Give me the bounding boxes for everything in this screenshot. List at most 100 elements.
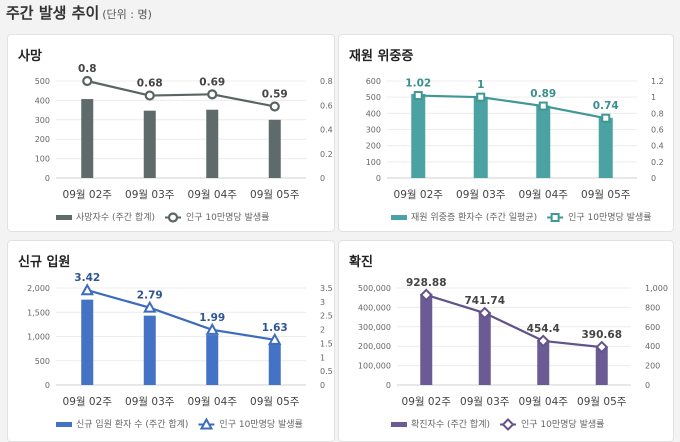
left-axis-tick: 500,000 — [358, 284, 391, 293]
right-axis-tick: 1.5 — [320, 339, 333, 348]
right-axis-tick: 400 — [645, 342, 660, 351]
left-axis-tick: 500 — [366, 93, 381, 102]
right-axis-tick: 3 — [320, 298, 325, 307]
right-axis-tick: 0.6 — [651, 126, 664, 135]
page-title: 주간 발생 추이 — [6, 4, 100, 22]
left-axis-tick: 1,000 — [27, 333, 50, 342]
line-marker — [167, 212, 179, 223]
left-axis-tick: 300,000 — [358, 323, 391, 332]
category-label: 09월 03주 — [456, 189, 506, 201]
legend-bar-label: 확진자수 (주간 합계) — [411, 418, 490, 430]
right-axis-tick: 0 — [320, 174, 325, 183]
chart-svg: 0 100 200 300 400 500 0 0.2 0.4 0.6 0.8 09월 02주 09월 … — [35, 63, 333, 223]
chart-svg: 0 100 200 300 400 500 600 0 0.2 0.4 0.6 0.8 1 1.2 09월 … — [366, 77, 664, 223]
category-label: 09월 05주 — [250, 189, 300, 201]
legend-bar-label: 재원 위중증 환자수 (주간 일평균) — [411, 211, 537, 223]
left-axis-tick: 100 — [35, 155, 50, 164]
left-axis-tick: 600 — [366, 77, 381, 86]
right-axis-tick: 0.4 — [651, 142, 664, 151]
bar — [473, 96, 488, 178]
data-label: 2.79 — [137, 290, 163, 302]
category-label: 09월 04주 — [188, 396, 238, 408]
line-marker — [207, 89, 218, 100]
line-marker — [538, 101, 548, 111]
line-marker — [478, 306, 492, 320]
category-label: 09월 04주 — [519, 189, 569, 201]
line-marker — [536, 334, 550, 348]
category-label: 09월 02주 — [394, 189, 444, 201]
chart-title: 사망 — [18, 49, 42, 64]
category-label: 09월 05주 — [581, 189, 631, 201]
right-axis-tick: 2 — [320, 326, 325, 335]
left-axis-tick: 400,000 — [358, 303, 391, 312]
left-axis-tick: 200 — [366, 142, 381, 151]
left-axis-tick: 100 — [366, 158, 381, 167]
unit-note: (단위 : 명) — [102, 8, 152, 21]
right-axis-tick: 0.5 — [320, 367, 333, 376]
legend-line-label: 인구 10만명당 발생률 — [186, 212, 269, 223]
bar — [420, 293, 433, 385]
data-label: 0.89 — [530, 88, 556, 100]
data-label: 1.99 — [199, 312, 225, 324]
legend-bar-label: 사망자수 (주간 합계) — [76, 211, 155, 223]
left-axis-tick: 400 — [35, 96, 50, 105]
right-axis-tick: 2.5 — [320, 312, 333, 321]
line-marker — [143, 300, 157, 313]
left-axis-tick: 500 — [35, 77, 50, 86]
left-axis-tick: 2,000 — [27, 284, 50, 293]
chart-svg: 0 100,000 200,000 300,000 400,000 500,000 0 200… — [358, 277, 668, 431]
bar — [536, 105, 551, 178]
bar — [206, 335, 219, 385]
legend-bar-swatch — [391, 215, 407, 220]
category-label: 09월 02주 — [402, 396, 452, 408]
left-axis-tick: 500 — [35, 357, 50, 366]
data-label: 1 — [477, 79, 484, 91]
line-marker — [501, 418, 515, 431]
category-label: 09월 02주 — [63, 189, 113, 201]
left-axis-tick: 200 — [35, 135, 50, 144]
left-axis-tick: 400 — [366, 109, 381, 118]
right-axis-tick: 0 — [651, 174, 656, 183]
data-label: 1.63 — [262, 322, 288, 334]
category-label: 09월 05주 — [250, 396, 300, 408]
right-axis-tick: 0.8 — [651, 109, 664, 118]
legend-bar-swatch — [391, 422, 407, 427]
right-axis-tick: 200 — [645, 362, 660, 371]
line-marker — [199, 417, 214, 430]
line-marker — [413, 91, 423, 101]
line-marker — [144, 90, 155, 101]
line-marker — [205, 322, 219, 335]
right-axis-tick: 0.8 — [320, 77, 333, 86]
chart-title: 확진 — [349, 255, 373, 270]
bar — [537, 339, 550, 385]
rate-line — [86, 289, 275, 341]
right-axis-tick: 1.2 — [651, 77, 664, 86]
line-marker — [476, 92, 486, 102]
left-axis-tick: 1,500 — [27, 308, 50, 317]
bar — [143, 110, 156, 178]
left-axis-tick: 0 — [45, 174, 50, 183]
category-label: 09월 03주 — [125, 189, 175, 201]
bar — [206, 109, 219, 178]
chart-panel-deaths: 사망 0 100 200 300 400 500 0 0.2 0.4 0.6 0.8 09월 02주 09… — [7, 34, 335, 232]
data-label: 0.8 — [78, 63, 97, 75]
data-label: 0.68 — [137, 78, 163, 90]
data-label: 454.4 — [527, 323, 560, 335]
category-label: 09월 04주 — [519, 396, 569, 408]
data-label: 0.69 — [199, 76, 225, 88]
right-axis-tick: 1,000 — [645, 284, 668, 293]
legend-bar-label: 신규 입원 환자 수 (주간 합계) — [76, 418, 188, 430]
right-axis-tick: 600 — [645, 323, 660, 332]
category-label: 09월 03주 — [125, 396, 175, 408]
legend-line-label: 인구 10만명당 발생률 — [568, 212, 651, 223]
chart-panel-confirmed: 확진 0 100,000 200,000 300,000 400,000 500,000 0 2… — [338, 240, 674, 442]
bar — [595, 346, 608, 385]
category-label: 09월 05주 — [577, 396, 627, 408]
legend-bar-swatch — [56, 215, 72, 220]
data-label: 390.68 — [581, 329, 622, 341]
rate-line — [87, 79, 275, 108]
right-axis-tick: 0 — [320, 381, 325, 390]
data-label: 0.59 — [262, 88, 288, 100]
rate-line — [425, 293, 602, 349]
right-axis-tick: 1 — [320, 353, 325, 362]
